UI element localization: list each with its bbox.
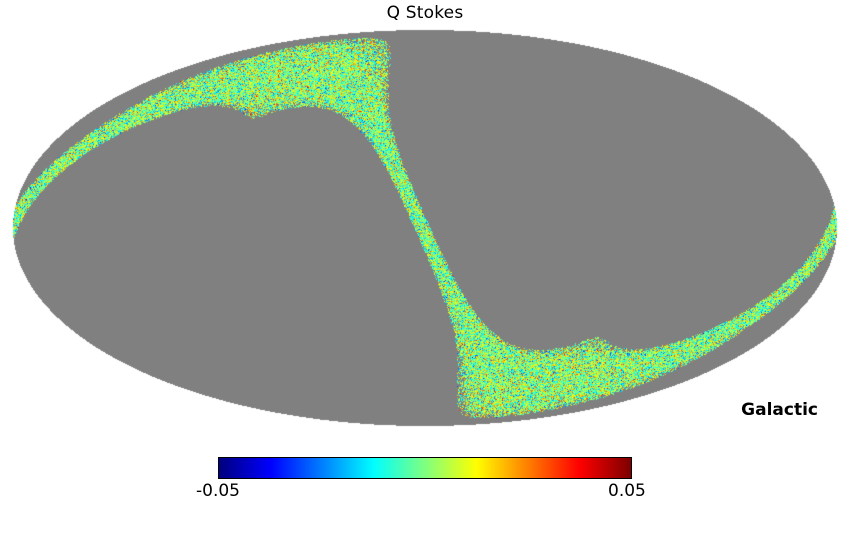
colorbar-min-label: -0.05 — [196, 481, 240, 501]
page-title: Q Stokes — [386, 3, 464, 23]
colorbar-max-label: 0.05 — [608, 481, 646, 501]
coordinate-system-label: Galactic — [741, 400, 818, 420]
colorbar — [218, 457, 632, 479]
colorbar-gradient — [218, 457, 632, 479]
mollweide-sky-map — [0, 26, 850, 430]
